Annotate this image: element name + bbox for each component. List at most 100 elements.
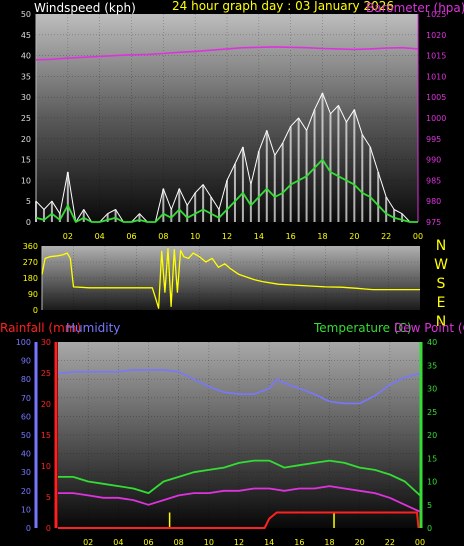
temp-series [57, 369, 421, 529]
x-tick-label: 22 [385, 538, 395, 546]
x-tick-label: 20 [355, 538, 365, 546]
graph-title: 24 hour graph day : 03 January 2026 [172, 0, 394, 13]
x-tick-label: 18 [324, 538, 334, 546]
x-tick-label: 04 [113, 538, 123, 546]
wind-tick-label: 30 [21, 93, 31, 102]
wind-tick-label: 25 [21, 114, 31, 123]
humidity-tick-label: 70 [21, 394, 31, 403]
baro-tick-label: 990 [426, 156, 441, 165]
winddir-tick-label: 270 [23, 258, 38, 267]
temp-humidity-chart: 0 10 20 30 40 50 60 70 80 90 100 0 5 10 15 20 25 30 0 5 10… [0, 321, 464, 546]
direction-label-e: E [437, 295, 446, 311]
baro-tick-label: 1015 [426, 52, 446, 61]
x-tick-label: 12 [234, 538, 244, 546]
x-tick-label: 12 [222, 232, 232, 241]
winddir-series [41, 248, 420, 309]
humidity-tick-label: 100 [16, 338, 31, 347]
humidity-tick-label: 60 [21, 412, 31, 421]
rain-tick-label: 5 [46, 493, 51, 502]
winddir-tick-label: 180 [23, 274, 38, 283]
humidity-tick-label: 10 [21, 505, 31, 514]
humidity-line [57, 369, 421, 405]
x-tick-label: 00 [413, 232, 423, 241]
humidity-axis-ticks: 0 10 20 30 40 50 60 70 80 90 100 [16, 338, 31, 533]
direction-label-w: W [434, 257, 448, 273]
temp-tick-label: 20 [427, 431, 437, 440]
wind-tick-label: 15 [21, 156, 31, 165]
x-tick-label: 14 [264, 538, 274, 546]
baro-tick-label: 1025 [426, 10, 446, 19]
winddir-chart-background [42, 246, 420, 310]
x-tick-label: 16 [294, 538, 304, 546]
baro-tick-label: 1000 [426, 114, 446, 123]
winddir-tick-label: 90 [28, 290, 38, 299]
baro-tick-label: 975 [426, 218, 441, 227]
direction-label-s: S [437, 276, 446, 292]
rainfall-label: Rainfall (mm) [0, 321, 81, 335]
wind-average-line [35, 158, 418, 223]
temperature-line [58, 459, 421, 497]
baro-tick-label: 1010 [426, 72, 446, 81]
wind-tick-label: 45 [21, 31, 31, 40]
wind-series [35, 46, 419, 223]
winddir-tick-label: 0 [33, 306, 38, 315]
humidity-tick-label: 30 [21, 468, 31, 477]
wind-tick-label: 20 [21, 135, 31, 144]
wind-tick-label: 50 [21, 10, 31, 19]
x-tick-label: 02 [83, 538, 93, 546]
direction-label-n: N [436, 238, 446, 254]
temp-tick-label: 15 [427, 454, 437, 463]
x-tick-label: 16 [286, 232, 296, 241]
x-tick-label: 02 [63, 232, 73, 241]
x-tick-label: 10 [204, 538, 214, 546]
rain-axis-ticks: 0 5 10 15 20 25 30 [41, 338, 51, 533]
winddir-axis-ticks: 0 90 180 270 360 [23, 242, 38, 315]
wind-tick-label: 40 [21, 52, 31, 61]
humidity-tick-label: 50 [21, 431, 31, 440]
x-tick-label: 10 [190, 232, 200, 241]
direction-label-n: N [436, 314, 446, 330]
rainfall-line [58, 511, 420, 529]
temp-tick-label: 25 [427, 408, 437, 417]
wind-axis-ticks: 0 5 10 15 20 25 30 35 40 45 50 [21, 10, 31, 227]
humidity-tick-label: 80 [21, 375, 31, 384]
temp-tick-label: 5 [427, 501, 432, 510]
temp-tick-label: 40 [427, 338, 437, 347]
winddir-grid [42, 246, 420, 310]
x-tick-label: 00 [415, 538, 425, 546]
baro-axis-ticks: 975 980 985 990 995 1000 1005 1010 1015 1020 1025 [426, 10, 446, 227]
wind-tick-label: 5 [26, 197, 31, 206]
temp-x-ticks: 02 04 06 08 10 12 14 16 18 20 22 00 [83, 538, 425, 546]
winddir-tick-label: 360 [23, 242, 38, 251]
rain-tick-label: 0 [46, 524, 51, 533]
x-tick-label: 08 [174, 538, 184, 546]
baro-tick-label: 1020 [426, 31, 446, 40]
temperature-label: Temperature (C) [313, 321, 412, 335]
wind-tick-label: 0 [26, 218, 31, 227]
wind-tick-label: 10 [21, 176, 31, 185]
windspeed-label: Windspeed (kph) [34, 1, 136, 15]
rain-tick-label: 10 [41, 462, 51, 471]
humidity-tick-label: 90 [21, 357, 31, 366]
x-tick-label: 06 [143, 538, 153, 546]
rain-tick-label: 20 [41, 400, 51, 409]
x-tick-label: 22 [381, 232, 391, 241]
baro-tick-label: 980 [426, 197, 441, 206]
humidity-tick-label: 40 [21, 450, 31, 459]
wind-tick-label: 35 [21, 72, 31, 81]
dewpoint-label: Dew Point (C) [394, 321, 464, 335]
temp-tick-label: 10 [427, 478, 437, 487]
rain-tick-label: 15 [41, 431, 51, 440]
baro-tick-label: 1005 [426, 93, 446, 102]
baro-tick-label: 995 [426, 135, 441, 144]
dewpoint-line [58, 485, 421, 513]
humidity-tick-label: 0 [26, 524, 31, 533]
rain-tick-label: 25 [41, 369, 51, 378]
temp-tick-label: 30 [427, 385, 437, 394]
x-tick-label: 20 [349, 232, 359, 241]
x-tick-label: 04 [95, 232, 105, 241]
humidity-tick-label: 20 [21, 487, 31, 496]
winddir-line [41, 248, 420, 309]
